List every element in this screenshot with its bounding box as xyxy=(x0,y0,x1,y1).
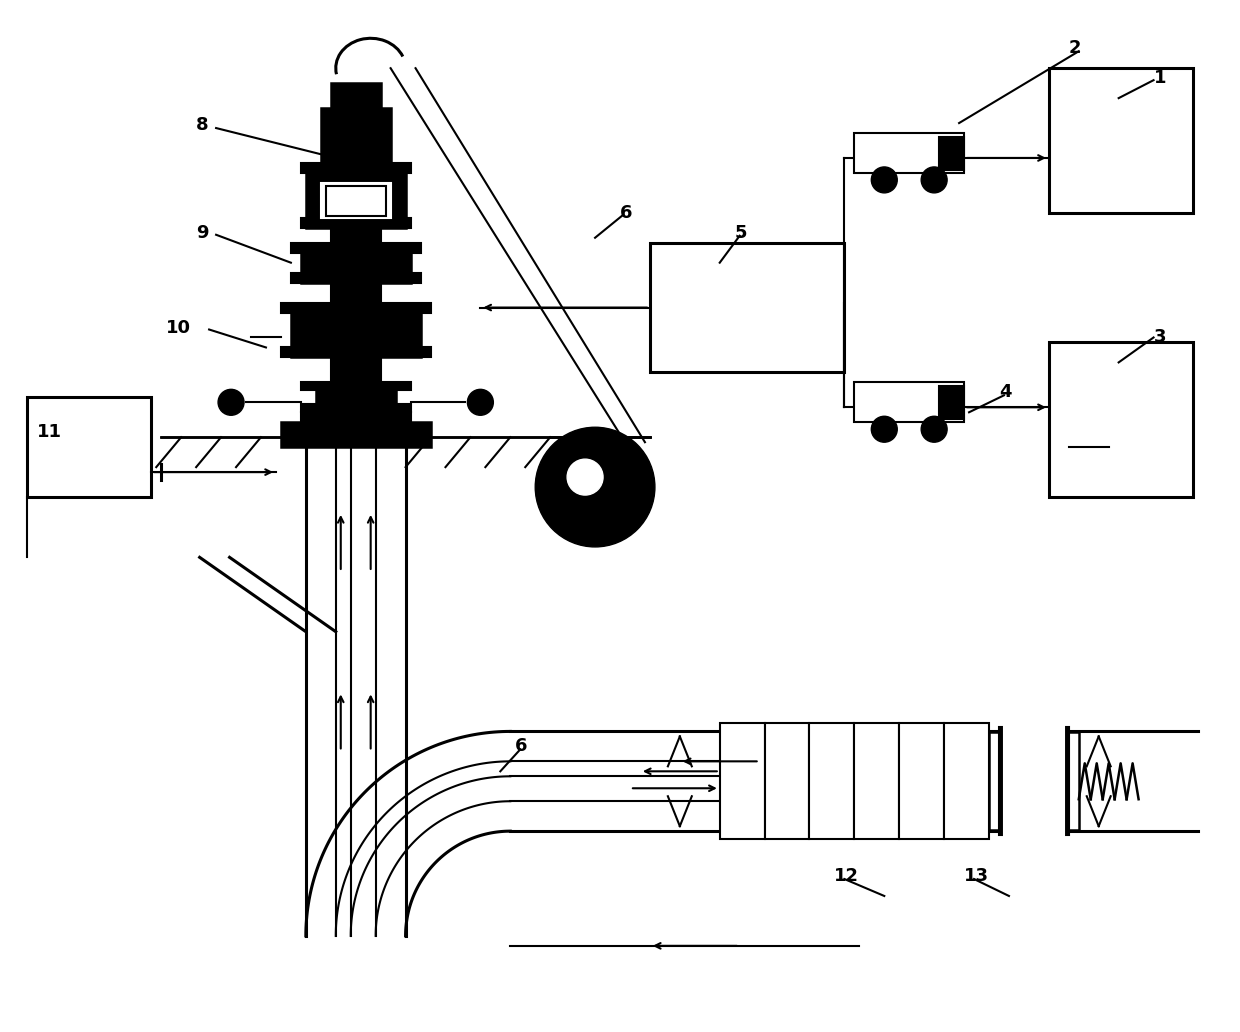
Bar xyxy=(944,723,990,839)
Bar xyxy=(306,163,405,228)
Bar xyxy=(321,108,391,163)
Text: 2: 2 xyxy=(1069,39,1081,57)
Text: 10: 10 xyxy=(166,319,191,336)
Bar xyxy=(281,348,430,357)
Bar xyxy=(765,723,810,839)
Bar xyxy=(221,397,231,408)
Bar xyxy=(301,383,410,390)
Bar xyxy=(899,723,944,839)
Text: 11: 11 xyxy=(36,423,62,442)
Bar xyxy=(1049,343,1193,497)
Text: 5: 5 xyxy=(734,224,748,241)
Bar xyxy=(331,84,381,108)
Bar xyxy=(990,732,1079,831)
Bar xyxy=(326,186,386,216)
Bar xyxy=(291,272,420,283)
Text: 12: 12 xyxy=(835,867,859,885)
Text: 6: 6 xyxy=(620,203,632,222)
Circle shape xyxy=(872,167,898,193)
Bar xyxy=(719,723,765,839)
Circle shape xyxy=(921,167,947,193)
Bar xyxy=(321,183,391,218)
Bar xyxy=(281,422,430,447)
Circle shape xyxy=(872,416,898,442)
Circle shape xyxy=(921,416,947,442)
Bar xyxy=(291,243,420,253)
Bar xyxy=(26,397,151,497)
Bar xyxy=(301,163,410,173)
Bar xyxy=(301,243,410,283)
Circle shape xyxy=(567,459,603,495)
Text: 1: 1 xyxy=(1153,69,1166,87)
Circle shape xyxy=(218,389,244,415)
Bar xyxy=(281,302,430,313)
Bar xyxy=(854,133,963,173)
Text: 13: 13 xyxy=(963,867,990,885)
Text: 4: 4 xyxy=(999,383,1012,401)
Text: 6: 6 xyxy=(516,738,528,755)
Bar xyxy=(331,357,381,383)
Text: 7: 7 xyxy=(600,508,613,526)
Bar xyxy=(316,383,396,412)
Bar xyxy=(301,218,410,228)
Bar xyxy=(301,412,410,422)
Bar xyxy=(301,405,410,412)
Bar xyxy=(854,723,899,839)
Bar xyxy=(291,302,420,357)
Bar xyxy=(1049,68,1193,213)
Bar xyxy=(331,228,381,243)
Bar xyxy=(939,386,963,419)
Text: 9: 9 xyxy=(196,224,208,241)
Bar xyxy=(480,397,490,408)
Text: 8: 8 xyxy=(196,116,208,134)
Bar xyxy=(854,383,963,422)
Circle shape xyxy=(536,427,655,547)
Bar xyxy=(1004,722,1064,840)
Bar xyxy=(810,723,854,839)
Text: 3: 3 xyxy=(1153,328,1166,347)
Bar xyxy=(939,137,963,170)
Bar xyxy=(331,283,381,302)
Bar xyxy=(999,728,1069,836)
Bar xyxy=(650,243,844,373)
Circle shape xyxy=(467,389,494,415)
